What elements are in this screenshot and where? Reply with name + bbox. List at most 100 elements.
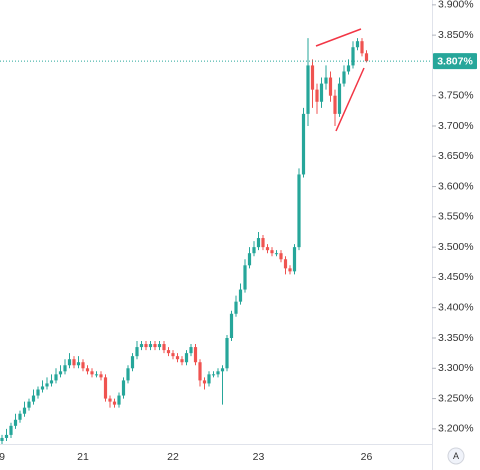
candle-body [315,89,319,102]
candle-body [297,174,301,248]
candle-body [27,401,31,408]
candle-body [301,113,306,175]
y-tick-label: 3.750% [438,89,474,101]
candle-body [238,289,243,302]
candle-body [76,362,81,366]
y-tick-label: 3.250% [438,392,474,404]
candle-body [36,389,40,396]
candle-body [306,65,310,114]
candle-body [261,238,265,248]
auto-scale-label[interactable]: A [453,451,459,461]
candle-body [45,383,49,387]
candle-body [112,401,117,405]
candle-body [324,77,328,84]
candle-body [247,253,252,266]
candle-body [0,437,4,441]
auto-scale-button[interactable] [447,447,465,465]
candle-body [229,313,234,338]
candle-body [333,95,337,114]
trend-line [335,67,365,132]
candle-body [198,362,202,381]
candle-body [81,362,85,369]
candle-body [256,238,261,248]
candle-body [67,359,72,366]
candle-body [9,425,13,435]
candle-body [220,368,225,372]
candle-body [171,353,175,357]
candle-body [207,374,211,384]
y-tick-label: 3.900% [438,0,474,11]
plot [0,38,369,444]
candle-body [130,356,135,369]
candle-body [157,344,162,348]
candle-body [360,41,364,54]
x-tick-label: 23 [253,451,265,463]
candle-body [4,434,9,438]
candle-body [243,265,247,290]
candle-body [283,259,288,269]
candle-body [139,344,144,348]
candle-body [126,368,130,381]
y-tick-label: 3.600% [438,180,474,192]
candle-body [117,395,121,405]
candle-body [180,359,184,363]
candle-body [288,268,292,272]
candle-body [189,347,193,354]
candle-body [54,374,58,381]
y-tick-label: 3.700% [438,120,474,132]
candle-body [265,247,270,251]
candle-body [364,53,369,62]
y-tick-label: 3.500% [438,241,474,253]
candle-body [166,350,171,354]
y-tick-label: 3.200% [438,423,474,435]
candle-body [148,344,153,348]
candle-body [22,407,27,414]
candle-body [40,386,45,390]
candle-body [162,344,166,351]
candle-body [342,71,346,84]
candle-body [274,253,279,255]
candle-body [310,65,315,90]
candle-body [211,374,216,376]
x-tick-label: 21 [77,451,89,463]
y-tick-label: 3.550% [438,211,474,223]
y-tick-label: 3.850% [438,29,474,41]
candle-body [351,47,355,66]
candle-body [135,347,139,357]
trend-line [315,28,362,47]
candle-body [49,380,54,384]
candle-body [184,353,189,363]
y-tick-label: 3.400% [438,301,474,313]
candle-body [292,247,297,272]
candle-body [328,77,333,96]
candle-body [58,371,63,375]
candle-body [72,359,76,366]
candle-body [337,83,342,114]
candle-body [63,365,67,372]
candle-body [346,65,351,72]
candle-body [153,344,157,348]
y-tick-label: 3.300% [438,362,474,374]
y-tick-label: 3.350% [438,332,474,344]
candle-body [202,380,207,384]
x-tick-label: 9 [0,451,5,463]
candle-body [85,368,90,372]
candle-body [234,301,238,314]
candle-body [225,337,229,369]
candle-body [94,374,99,376]
candle-body [270,250,274,254]
candle-body [216,371,220,375]
candle-body [144,344,148,348]
candle-body [355,41,360,48]
y-tick-label: 3.650% [438,150,474,162]
candle-body [13,419,18,426]
candle-body [18,413,22,420]
last-price-box [433,53,477,70]
x-tick-label: 22 [167,451,179,463]
candle-body [31,395,36,402]
candle-body [103,377,108,399]
candle-body [279,253,283,260]
candle-body [175,356,180,360]
